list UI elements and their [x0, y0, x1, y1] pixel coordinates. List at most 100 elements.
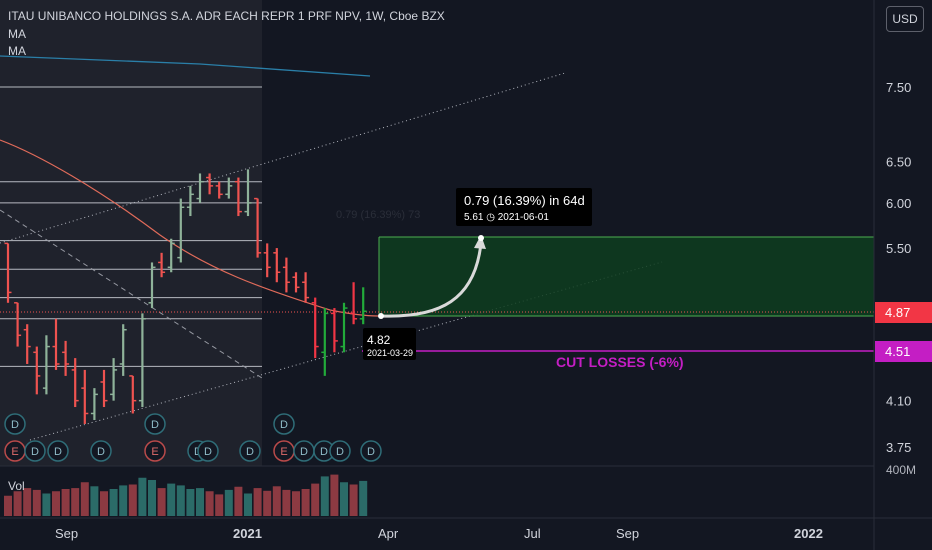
volume-bar-13[interactable] — [128, 484, 137, 517]
indicator-ma-2[interactable]: MA — [8, 44, 26, 58]
volume-bar-28[interactable] — [272, 486, 281, 516]
volume-bar-6[interactable] — [61, 489, 70, 516]
price-axis[interactable]: 7.50 6.50 6.00 5.50 4.10 3.75 — [886, 80, 911, 455]
volume-bar-5[interactable] — [52, 491, 60, 516]
dividend-marker-2[interactable]: D — [24, 440, 46, 462]
earnings-marker-1[interactable]: E — [4, 440, 26, 462]
candle-15[interactable] — [148, 262, 156, 309]
candle-36[interactable] — [350, 282, 358, 325]
dividend-marker-15[interactable]: D — [360, 440, 382, 462]
volume-bar-15[interactable] — [148, 480, 156, 516]
volume-bar-10[interactable] — [100, 491, 108, 516]
target-box[interactable] — [379, 237, 874, 316]
volume-bar-9[interactable] — [90, 486, 99, 516]
dividend-marker-12[interactable]: D — [293, 440, 315, 462]
candle-12[interactable] — [119, 324, 127, 376]
candle-2[interactable] — [23, 324, 31, 364]
dividend-marker-8[interactable]: D — [197, 440, 219, 462]
dividend-marker-10[interactable]: D — [273, 413, 295, 435]
candle-29[interactable] — [282, 257, 290, 293]
entry-label[interactable]: 4.82 2021-03-29 — [363, 328, 416, 360]
candle-26[interactable] — [254, 197, 262, 258]
dividend-marker-0[interactable]: D — [4, 413, 26, 435]
volume-bar-34[interactable] — [330, 474, 339, 516]
dividend-marker-9[interactable]: D — [239, 440, 261, 462]
dividend-marker-5[interactable]: D — [144, 413, 166, 435]
volume-bar-29[interactable] — [282, 489, 291, 516]
volume-bar-19[interactable] — [186, 489, 195, 516]
candle-23[interactable] — [225, 177, 233, 199]
volume-bar-16[interactable] — [157, 488, 166, 516]
candle-7[interactable] — [71, 358, 79, 408]
candle-11[interactable] — [110, 358, 118, 401]
channel-mid-dashed-line[interactable] — [0, 209, 263, 379]
volume-bar-3[interactable] — [32, 489, 41, 516]
volume-bar-22[interactable] — [215, 494, 224, 516]
currency-button[interactable]: USD — [886, 6, 924, 32]
candle-6[interactable] — [62, 340, 70, 376]
candle-13[interactable] — [129, 375, 137, 414]
candle-27[interactable] — [263, 243, 271, 278]
volume-bar-33[interactable] — [320, 476, 329, 516]
candle-0[interactable] — [4, 242, 12, 303]
candle-30[interactable] — [292, 272, 300, 293]
volume-bar-21[interactable] — [205, 491, 214, 516]
dividend-marker-14[interactable]: D — [329, 440, 351, 462]
target-label[interactable]: 0.79 (16.39%) in 64d 5.61 ◷ 2021-06-01 — [456, 188, 592, 226]
indicator-ma-1[interactable]: MA — [8, 27, 26, 41]
volume-bar-32[interactable] — [311, 483, 320, 516]
volume-bar-11[interactable] — [109, 489, 118, 516]
volume-bar-4[interactable] — [42, 493, 51, 517]
earnings-marker-11[interactable]: E — [273, 440, 295, 462]
volume-bar-23[interactable] — [224, 489, 233, 516]
volume-bar-26[interactable] — [253, 488, 262, 516]
volume-bar-36[interactable] — [349, 484, 358, 517]
candle-25[interactable] — [244, 169, 252, 217]
candle-20[interactable] — [196, 173, 204, 203]
candle-10[interactable] — [100, 369, 108, 408]
dividend-marker-4[interactable]: D — [90, 440, 112, 462]
volume-bar-17[interactable] — [167, 483, 176, 516]
candle-8[interactable] — [81, 369, 89, 424]
channel-lower-line[interactable] — [29, 261, 663, 441]
candle-31[interactable] — [302, 272, 310, 303]
volume-bar-7[interactable] — [71, 488, 80, 516]
candle-35[interactable] — [340, 302, 348, 353]
volume-bar-31[interactable] — [301, 489, 310, 516]
volume-bar-0[interactable] — [4, 495, 12, 516]
ma-blue-line[interactable] — [0, 55, 371, 77]
volume-bar-18[interactable] — [176, 485, 185, 516]
earnings-marker-6[interactable]: E — [144, 440, 166, 462]
volume-bar-35[interactable] — [340, 482, 348, 516]
entry-point[interactable] — [378, 313, 384, 319]
candle-17[interactable] — [167, 238, 175, 273]
candle-32[interactable] — [311, 297, 319, 359]
target-point[interactable] — [478, 235, 484, 241]
volume-bar-37[interactable] — [359, 480, 368, 516]
candle-24[interactable] — [234, 177, 242, 217]
volume-bar-12[interactable] — [119, 485, 128, 516]
candle-19[interactable] — [186, 185, 194, 217]
time-axis[interactable]: Sep 2021 Apr Jul Sep 2022 — [55, 526, 823, 541]
volume-bar-24[interactable] — [234, 486, 243, 516]
candle-4[interactable] — [42, 335, 50, 395]
volume-bar-14[interactable] — [138, 477, 147, 516]
volume-bar-27[interactable] — [263, 490, 272, 516]
volume-bar-20[interactable] — [196, 488, 204, 516]
dividend-marker-3[interactable]: D — [47, 440, 69, 462]
candle-9[interactable] — [90, 388, 98, 421]
volume-bar-2[interactable] — [23, 488, 32, 516]
candle-28[interactable] — [273, 248, 281, 283]
candle-21[interactable] — [206, 173, 214, 195]
candle-22[interactable] — [215, 181, 223, 199]
candle-16[interactable] — [158, 252, 166, 278]
volume-bar-25[interactable] — [244, 493, 252, 517]
candle-1[interactable] — [14, 302, 22, 347]
candle-18[interactable] — [177, 198, 185, 263]
candle-5[interactable] — [52, 318, 60, 370]
volume-bar-1[interactable] — [13, 491, 22, 516]
candle-33[interactable] — [321, 308, 329, 376]
volume-bar-30[interactable] — [292, 491, 300, 516]
volume-bar-8[interactable] — [80, 482, 89, 516]
